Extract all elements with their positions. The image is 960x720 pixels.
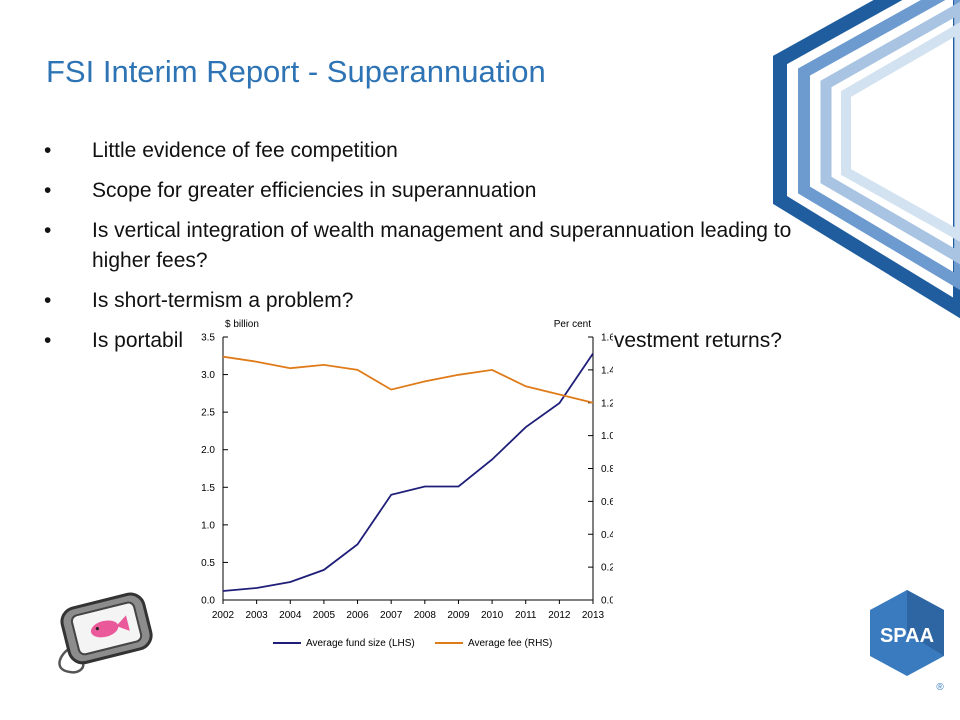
- x-tick-label: 2008: [414, 610, 437, 621]
- x-tick-label: 2002: [212, 610, 235, 621]
- x-tick-label: 2003: [246, 610, 269, 621]
- x-tick-label: 2006: [346, 610, 369, 621]
- bullet-text: Little evidence of fee competition: [92, 139, 398, 162]
- right-tick-label: 0.0: [601, 596, 613, 607]
- right-tick-label: 0.2: [601, 563, 613, 574]
- right-tick-label: 0.4: [601, 530, 613, 541]
- bullet-text: Is short-termism a problem?: [92, 289, 354, 312]
- x-tick-label: 2013: [582, 610, 605, 621]
- left-tick-label: 2.0: [201, 445, 215, 456]
- bullet-dot: •: [44, 179, 52, 202]
- left-tick-label: 2.5: [201, 408, 215, 419]
- bullet-dot: •: [44, 289, 52, 312]
- bullet-item: • Is short-termism a problem?: [44, 286, 824, 316]
- registered-mark: ®: [936, 682, 944, 693]
- bullet-dot: •: [44, 219, 52, 242]
- right-axis-unit-label: Per cent: [554, 319, 591, 330]
- x-tick-label: 2007: [380, 610, 403, 621]
- bullet-text: Scope for greater efficiencies in supera…: [92, 179, 537, 202]
- right-tick-label: 1.6: [601, 333, 613, 344]
- fee-series-line: [222, 355, 594, 404]
- left-tick-label: 0.5: [201, 558, 215, 569]
- right-tick-label: 0.6: [601, 497, 613, 508]
- x-tick-label: 2009: [447, 610, 470, 621]
- bullet-text: Is vertical integration of wealth manage…: [92, 219, 792, 272]
- hexagon-decoration: [773, 0, 960, 319]
- left-axis-unit-label: $ billion: [225, 319, 259, 330]
- right-tick-label: 1.4: [601, 365, 613, 376]
- bullet-item: • Scope for greater efficiencies in super…: [44, 176, 824, 206]
- fund-size-fee-chart: 0.0 0.5 1.0 1.5 2.0 2.5 3.0 3.5 0.0 0.2 0.4 0.6 0.8 1…: [183, 312, 613, 660]
- spaa-logo-text: SPAA: [880, 625, 934, 647]
- bullet-dot: •: [44, 139, 52, 162]
- x-tick-label: 2005: [313, 610, 336, 621]
- bullet-dot: •: [44, 329, 52, 352]
- bullet-item: • Is vertical integration of wealth manag…: [44, 216, 824, 276]
- legend-label: Average fee (RHS): [468, 638, 552, 649]
- left-tick-label: 0.0: [201, 596, 215, 607]
- legend-label: Average fund size (LHS): [306, 638, 415, 649]
- spaa-logo: SPAA ®: [870, 590, 944, 693]
- x-tick-label: 2012: [548, 610, 571, 621]
- fund-size-series-line: [222, 352, 594, 592]
- x-tick-label: 2010: [481, 610, 504, 621]
- right-tick-label: 1.0: [601, 431, 613, 442]
- x-tick-label: 2004: [279, 610, 302, 621]
- bullet-item: • Little evidence of fee competition: [44, 136, 824, 166]
- left-tick-label: 3.0: [201, 370, 215, 381]
- left-tick-label: 3.5: [201, 333, 215, 344]
- right-tick-label: 0.8: [601, 464, 613, 475]
- left-tick-label: 1.0: [201, 520, 215, 531]
- left-tick-label: 1.5: [201, 483, 215, 494]
- fish-screen-icon: [58, 592, 153, 674]
- slide-title: FSI Interim Report - Superannuation: [46, 54, 546, 89]
- right-tick-label: 1.2: [601, 398, 613, 409]
- x-tick-label: 2011: [515, 610, 537, 621]
